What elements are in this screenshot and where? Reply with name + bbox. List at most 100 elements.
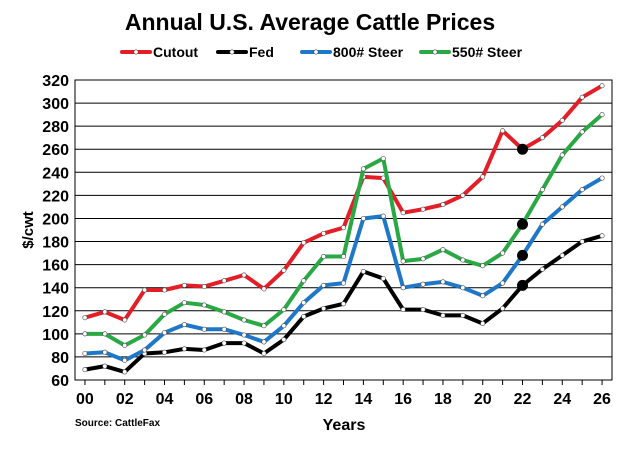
- series-layer: [82, 83, 605, 375]
- legend-item: Fed: [216, 44, 274, 60]
- y-tick-label: 160: [42, 258, 69, 275]
- x-tick-label: 20: [474, 391, 492, 408]
- data-point: [599, 175, 605, 181]
- legend-marker: [229, 49, 235, 55]
- data-point: [400, 210, 406, 216]
- data-point: [539, 266, 545, 272]
- x-tick-label: 00: [76, 391, 94, 408]
- data-point: [480, 320, 486, 326]
- data-point: [579, 129, 585, 135]
- highlight-point: [517, 143, 528, 155]
- series-800-steer: [82, 175, 605, 363]
- data-point: [480, 293, 486, 299]
- data-point: [102, 331, 108, 337]
- data-point: [102, 309, 108, 315]
- data-point: [440, 312, 446, 318]
- data-point: [340, 254, 346, 260]
- data-point: [460, 257, 466, 263]
- data-point: [380, 213, 386, 219]
- legend-label: 800# Steer: [333, 44, 404, 60]
- legend-marker: [432, 49, 438, 55]
- source-note: Source: CattleFax: [75, 418, 160, 429]
- data-point: [599, 233, 605, 239]
- x-tick-label: 18: [434, 391, 452, 408]
- legend-item: Cutout: [120, 44, 198, 60]
- data-point: [500, 128, 506, 134]
- data-point: [122, 357, 128, 363]
- x-tick-label: 02: [116, 391, 134, 408]
- data-point: [122, 317, 128, 323]
- data-point: [360, 269, 366, 275]
- y-tick-label: 320: [42, 73, 69, 90]
- x-tick-label: 12: [315, 391, 333, 408]
- data-point: [241, 340, 247, 346]
- data-point: [261, 286, 267, 292]
- data-point: [201, 326, 207, 332]
- data-point: [261, 339, 267, 345]
- data-point: [440, 247, 446, 253]
- y-tick-label: 280: [42, 119, 69, 136]
- data-point: [579, 94, 585, 100]
- x-tick-label: 24: [553, 391, 571, 408]
- data-point: [261, 350, 267, 356]
- data-point: [559, 204, 565, 210]
- data-point: [500, 250, 506, 256]
- data-point: [181, 282, 187, 288]
- data-point: [599, 112, 605, 118]
- data-point: [321, 230, 327, 236]
- highlight-layer: [517, 143, 528, 291]
- x-tick-label: 22: [514, 391, 532, 408]
- data-point: [380, 275, 386, 281]
- data-point: [599, 83, 605, 89]
- x-tick-label: 10: [275, 391, 293, 408]
- y-tick-label: 140: [42, 281, 69, 298]
- data-point: [460, 312, 466, 318]
- x-tick-label: 14: [354, 391, 372, 408]
- data-point: [241, 272, 247, 278]
- data-point: [360, 215, 366, 221]
- y-tick-label: 220: [42, 188, 69, 205]
- data-point: [460, 192, 466, 198]
- data-point: [162, 349, 168, 355]
- data-point: [102, 349, 108, 355]
- data-point: [221, 278, 227, 284]
- y-tick-label: 180: [42, 235, 69, 252]
- legend-label: Fed: [249, 44, 274, 60]
- data-point: [241, 317, 247, 323]
- x-axis-label: Years: [323, 417, 366, 434]
- data-point: [579, 239, 585, 245]
- data-point: [340, 280, 346, 286]
- legend-marker: [133, 49, 139, 55]
- y-tick-label: 120: [42, 304, 69, 321]
- legend-item: 800# Steer: [300, 44, 404, 60]
- x-tick-label: 06: [195, 391, 213, 408]
- data-point: [221, 340, 227, 346]
- data-point: [301, 300, 307, 306]
- data-point: [420, 206, 426, 212]
- data-point: [480, 263, 486, 269]
- data-point: [460, 285, 466, 291]
- data-point: [82, 331, 88, 337]
- data-point: [559, 117, 565, 123]
- data-point: [122, 369, 128, 375]
- data-point: [559, 252, 565, 258]
- axes: 6080100120140160180200220240260280300320…: [42, 73, 613, 408]
- legend-marker: [313, 49, 319, 55]
- data-point: [82, 367, 88, 373]
- data-point: [102, 363, 108, 369]
- data-point: [321, 254, 327, 260]
- y-tick-label: 260: [42, 142, 69, 159]
- legend-item: 550# Steer: [419, 44, 523, 60]
- data-point: [480, 174, 486, 180]
- data-point: [281, 267, 287, 273]
- data-point: [201, 284, 207, 290]
- data-point: [539, 135, 545, 141]
- data-point: [500, 280, 506, 286]
- data-point: [181, 322, 187, 328]
- data-point: [340, 301, 346, 307]
- highlight-point: [517, 279, 528, 291]
- y-tick-label: 240: [42, 165, 69, 182]
- data-point: [321, 282, 327, 288]
